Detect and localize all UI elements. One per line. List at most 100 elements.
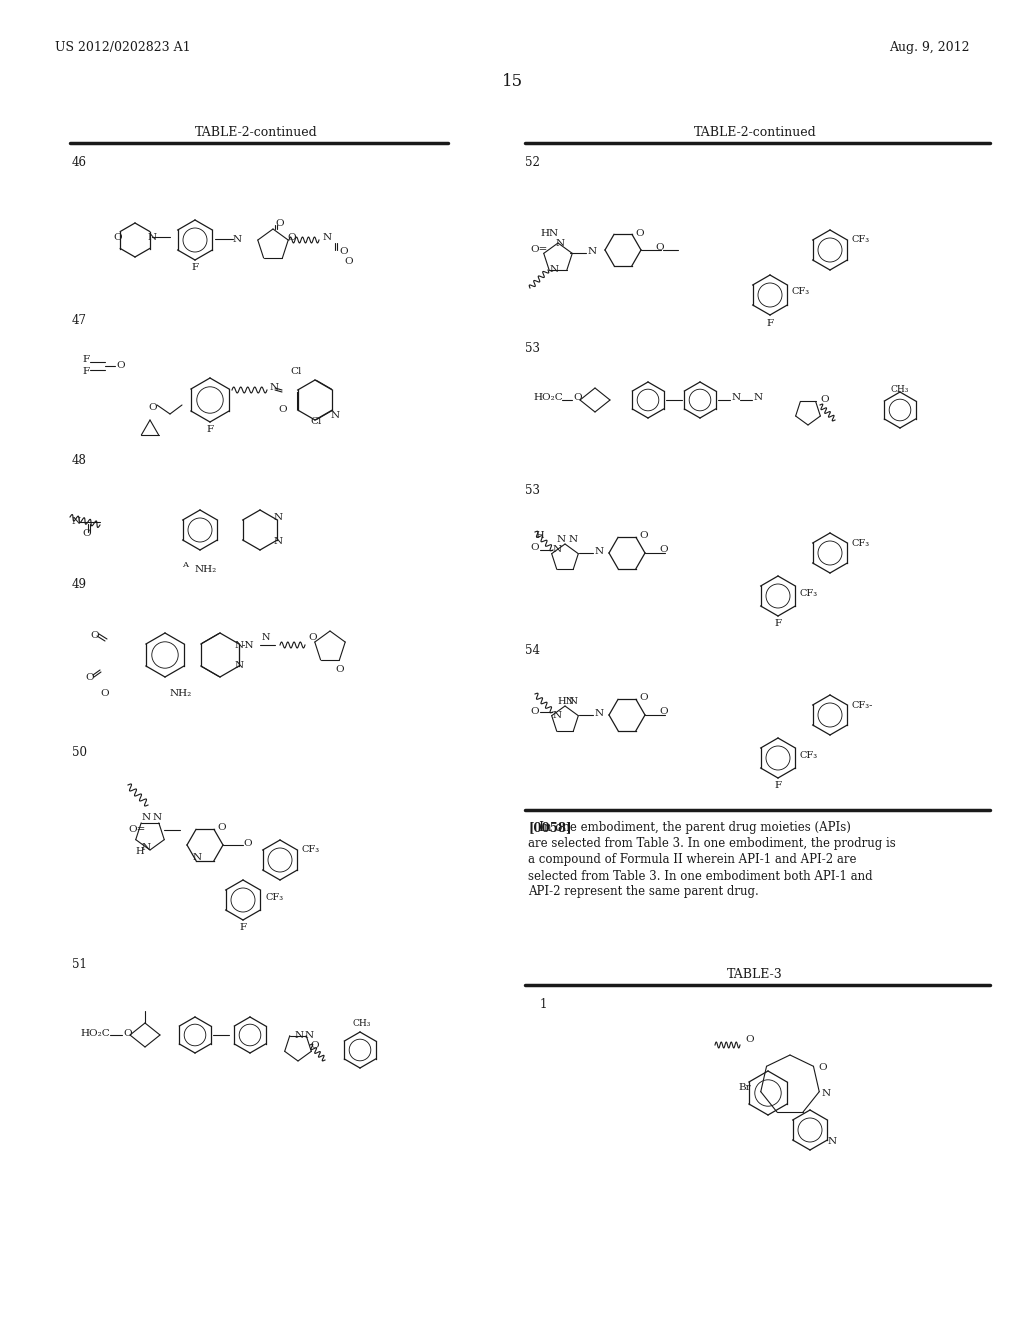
Text: N: N (588, 248, 597, 256)
Text: O: O (278, 405, 287, 414)
Text: 46: 46 (72, 157, 87, 169)
Text: O: O (530, 708, 539, 717)
Text: N: N (550, 265, 559, 275)
Text: O: O (100, 689, 109, 697)
Text: CF₃: CF₃ (852, 235, 870, 244)
Text: H: H (135, 846, 143, 855)
Text: CF₃: CF₃ (852, 539, 870, 548)
Text: CH₃: CH₃ (353, 1019, 371, 1028)
Text: 1: 1 (540, 998, 548, 1011)
Text: O: O (82, 529, 91, 539)
Text: 50: 50 (72, 746, 87, 759)
Text: N: N (274, 513, 283, 523)
Text: CH₃: CH₃ (891, 385, 909, 395)
Text: O: O (308, 632, 316, 642)
Text: N: N (234, 660, 244, 669)
Text: CF₃: CF₃ (302, 846, 321, 854)
Text: N: N (274, 537, 283, 546)
Text: N: N (569, 697, 579, 706)
Text: H: H (535, 532, 544, 540)
Text: HO₂C: HO₂C (80, 1028, 110, 1038)
Text: HN: HN (557, 697, 574, 706)
Text: N: N (754, 393, 763, 403)
Text: 49: 49 (72, 578, 87, 591)
Text: O: O (639, 532, 647, 540)
Text: N: N (828, 1138, 838, 1147)
Text: F: F (82, 355, 89, 364)
Text: CF₃-: CF₃- (852, 701, 873, 710)
Text: O: O (113, 232, 122, 242)
Text: NH₂: NH₂ (170, 689, 193, 697)
Text: -N: -N (242, 640, 255, 649)
Text: F: F (240, 924, 247, 932)
Text: N: N (732, 393, 741, 403)
Text: O=: O= (128, 825, 145, 834)
Text: O: O (659, 708, 668, 717)
Text: O: O (217, 824, 225, 833)
Text: N: N (557, 536, 566, 544)
Text: [0058]: [0058] (528, 821, 571, 834)
Text: O: O (820, 396, 828, 404)
Text: US 2012/0202823 A1: US 2012/0202823 A1 (55, 41, 190, 54)
Text: F: F (191, 264, 199, 272)
Text: O: O (123, 1028, 132, 1038)
Text: O: O (655, 243, 664, 252)
Text: N: N (305, 1031, 314, 1040)
Text: O: O (635, 228, 644, 238)
Text: 48: 48 (72, 454, 87, 466)
Text: N: N (323, 234, 332, 243)
Text: O: O (530, 544, 539, 553)
Text: O: O (659, 545, 668, 554)
Text: N: N (153, 813, 162, 821)
Text: N: N (295, 1031, 304, 1040)
Text: N: N (331, 411, 340, 420)
Text: O: O (148, 404, 157, 412)
Text: O: O (818, 1063, 826, 1072)
Text: F: F (766, 318, 773, 327)
Text: F: F (774, 619, 781, 628)
Text: N: N (262, 632, 270, 642)
Text: 54: 54 (525, 644, 540, 656)
Text: O: O (344, 257, 352, 267)
Text: 15: 15 (502, 74, 522, 91)
Text: O: O (339, 248, 347, 256)
Text: N: N (595, 546, 604, 556)
Text: API-2 represent the same parent drug.: API-2 represent the same parent drug. (528, 886, 759, 899)
Text: O: O (116, 362, 125, 371)
Text: 51: 51 (72, 958, 87, 972)
Text: CF₃: CF₃ (800, 751, 818, 759)
Text: N: N (234, 640, 244, 649)
Text: TABLE-2-continued: TABLE-2-continued (195, 127, 317, 140)
Text: HO₂C: HO₂C (534, 393, 563, 403)
Text: Cl: Cl (290, 367, 301, 376)
Text: are selected from Table 3. In one embodiment, the prodrug is: are selected from Table 3. In one embodi… (528, 837, 896, 850)
Text: Cl: Cl (310, 417, 322, 426)
Text: N: N (72, 517, 81, 527)
Text: N: N (556, 239, 565, 248)
Text: O=: O= (530, 246, 548, 255)
Text: CF₃: CF₃ (265, 892, 283, 902)
Text: O: O (275, 219, 284, 227)
Text: A: A (182, 561, 188, 569)
Text: N: N (142, 842, 152, 851)
Text: O: O (85, 672, 93, 681)
Text: 52: 52 (525, 157, 540, 169)
Text: N: N (193, 854, 202, 862)
Text: N: N (569, 536, 579, 544)
Text: N: N (142, 813, 152, 822)
Text: TABLE-3: TABLE-3 (727, 969, 783, 982)
Text: NH₂: NH₂ (195, 565, 217, 574)
Text: 53: 53 (525, 483, 540, 496)
Text: CF₃: CF₃ (792, 288, 810, 297)
Text: N: N (148, 232, 157, 242)
Text: Aug. 9, 2012: Aug. 9, 2012 (890, 41, 970, 54)
Text: 47: 47 (72, 314, 87, 326)
Text: O: O (573, 393, 582, 403)
Text: F: F (207, 425, 214, 434)
Text: CF₃: CF₃ (800, 589, 818, 598)
Text: O: O (90, 631, 98, 639)
Text: F: F (82, 367, 89, 376)
Text: O: O (310, 1040, 318, 1049)
Text: N: N (553, 545, 562, 554)
Text: O: O (335, 664, 344, 673)
